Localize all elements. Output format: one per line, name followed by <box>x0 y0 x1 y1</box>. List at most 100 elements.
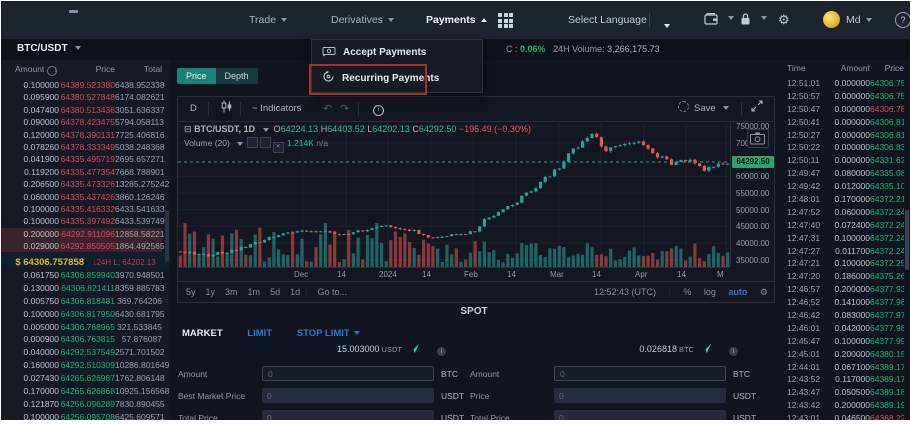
tab-depth[interactable]: Depth <box>215 68 258 84</box>
range-3m[interactable]: 3m <box>225 287 238 297</box>
user-menu[interactable]: Md <box>846 1 872 39</box>
clock[interactable]: 12:52:43 (UTC) <box>593 287 656 297</box>
orderbook-ask-row[interactable]: 0.095900 64380.527848 6174.082621 <box>23 92 165 103</box>
scrollbar-thumb[interactable] <box>165 210 169 262</box>
log-scale-button[interactable]: log <box>703 287 716 297</box>
scrollbar-thumb[interactable] <box>905 210 909 270</box>
tab-market[interactable]: MARKET <box>182 328 223 339</box>
chart-symbol[interactable]: BTC/USDT, 1D <box>194 124 256 134</box>
range-1d[interactable]: 1d <box>290 287 301 297</box>
pair-selector[interactable]: BTC/USDT <box>17 43 82 54</box>
chevron-down-icon <box>281 18 288 23</box>
close-icon[interactable]: ✕ <box>272 142 284 153</box>
orderbook-ask-row[interactable]: 0.078260 64378.333349 5038.248368 <box>23 141 165 152</box>
orderbook-ask-row[interactable]: 0.041900 64335.495719 2695.657271 <box>23 154 165 165</box>
menu-item-recurring-payments[interactable]: Recurring Payments <box>312 66 482 92</box>
range-5y[interactable]: 5y <box>186 287 196 297</box>
range-5d[interactable]: 5d <box>270 287 281 297</box>
apps-grid-icon[interactable] <box>498 13 514 28</box>
redo-icon[interactable]: ↷ <box>340 103 350 115</box>
last-price-bar[interactable]: $ 64306.757858 ↓24H L: 64202.13 <box>1 253 170 269</box>
orderbook-bid-row[interactable]: 0.121870 64256.096289 7830.890455 <box>23 398 165 409</box>
select-language[interactable]: Select Language <box>568 14 647 26</box>
chevron-down-icon[interactable] <box>237 141 244 146</box>
range-1y[interactable]: 1y <box>205 287 216 297</box>
orderbook-ask-row[interactable]: 0.206500 64335.473326 13285.275242 <box>23 179 170 190</box>
x-axis-tick: Dec <box>294 270 309 279</box>
orderbook-ask-row[interactable]: 0.100000 64335.416332 6433.541633 <box>23 203 165 214</box>
indicators-button[interactable]: ~ Indicators <box>252 103 302 114</box>
orderbook-ask-row[interactable]: 0.119200 64335.477354 7668.788901 <box>24 166 165 177</box>
camera-icon[interactable] <box>747 129 769 148</box>
field-input[interactable] <box>262 388 434 403</box>
wallet-icon[interactable] <box>704 12 735 31</box>
field-input[interactable] <box>554 410 726 420</box>
orderbook-ask-row[interactable]: 0.200000 64292.911096 12858.582219 <box>1 227 169 241</box>
info-icon[interactable]: i <box>47 66 58 76</box>
field-input[interactable] <box>262 410 434 420</box>
candle-style-icon[interactable] <box>220 97 233 121</box>
orderbook-ask-row[interactable]: 0.090000 64378.423475 5794.058113 <box>23 117 165 128</box>
orderbook-bid-row[interactable]: 0.170000 64265.626868 10925.156568 <box>23 386 170 397</box>
price-axis[interactable]: 75000.0070000.0060000.0055000.0050000.00… <box>730 121 775 267</box>
orderbook-bid-row[interactable]: 0.160000 64292.510309 10286.801649 <box>23 360 170 371</box>
orderbook-ask-row[interactable]: 0.047400 64380.513436 3051.636337 <box>23 104 165 115</box>
nav-payments[interactable]: Payments <box>426 1 487 39</box>
save-button[interactable]: Save <box>678 97 730 121</box>
orderbook-bid-row[interactable]: 0.000900 64306.763815 57.876087 <box>23 334 162 345</box>
range-1m[interactable]: 1m <box>247 287 261 297</box>
orderbook-bid-row[interactable]: 0.100000 64306.817950 6430.681795 <box>23 308 165 319</box>
lock-icon[interactable] <box>739 12 768 31</box>
orderbook-bid-row[interactable]: 0.100000 64256.095708 6425.609571 <box>23 411 165 420</box>
info-icon[interactable]: i <box>729 347 738 356</box>
orderbook-ask-row[interactable]: 0.029000 64292.850505 1864.492565 <box>1 240 165 253</box>
orderbook-bid-row[interactable]: 0.040000 64292.537549 2571.701502 <box>23 347 165 358</box>
nav-derivatives[interactable]: Derivatives <box>331 1 394 39</box>
field-label: Amount <box>470 368 500 379</box>
x-axis-tick: 14 <box>507 270 516 279</box>
collapse-icon[interactable]: ⊟ <box>184 124 192 134</box>
orderbook-bid-row[interactable]: 0.005000 64306.768965 321.533845 <box>23 321 162 332</box>
goto-button[interactable]: Go to... <box>317 287 347 297</box>
tab-stop-limit[interactable]: STOP LIMIT <box>297 328 360 339</box>
field-input[interactable] <box>554 366 726 381</box>
gear-icon[interactable]: ⚙ <box>778 12 790 27</box>
info-icon[interactable]: i <box>437 347 446 356</box>
orderbook-bid-row[interactable]: 0.130000 64306.821411 8359.885783 <box>23 282 165 293</box>
candlestick-chart[interactable] <box>178 121 730 267</box>
help-icon[interactable]: ? <box>895 12 910 28</box>
pointer-icon[interactable] <box>409 343 420 354</box>
orderbook-bid-row[interactable]: 0.027430 64265.626987 1762.806148 <box>23 373 165 384</box>
field-input[interactable] <box>262 366 434 381</box>
orderbook-ask-row[interactable]: 0.100000 64335.397492 6433.539749 <box>23 216 165 227</box>
tab-price[interactable]: Price <box>177 68 216 84</box>
chart-body[interactable]: ⊟ BTC/USDT, 1D O64224.13 H64403.52 L6420… <box>178 121 774 267</box>
interval-button[interactable]: D <box>190 103 197 114</box>
auto-scale-button[interactable]: auto <box>728 287 748 297</box>
percent-scale-button[interactable]: % <box>683 287 692 297</box>
orderbook-ask-row[interactable]: 0.100000 64389.523380 6438.952338 <box>23 80 165 90</box>
ohlc-legend: ⊟ BTC/USDT, 1D O64224.13 H64403.52 L6420… <box>184 124 531 134</box>
orderbook-bid-row[interactable]: 0.005750 64306.818481 369.764206 <box>23 295 162 306</box>
eye-icon[interactable] <box>246 137 258 148</box>
fullscreen-icon[interactable] <box>751 98 763 122</box>
tab-limit[interactable]: LIMIT <box>247 328 273 339</box>
axis-settings-gear-icon[interactable]: ⚙ <box>759 287 768 297</box>
orderbook-ask-row[interactable]: 0.060000 64335.437426 3860.126246 <box>23 191 165 202</box>
time-axis[interactable]: Dec 14 2024 14 Feb 14 Mar 14 Apr 14 M <box>178 267 730 282</box>
language-chevron[interactable] <box>659 17 670 35</box>
avatar[interactable] <box>823 11 840 28</box>
settings-icon[interactable] <box>259 137 271 148</box>
undo-icon[interactable]: ↶ <box>323 103 333 115</box>
orderbook-bid-row[interactable]: 0.061750 64306.859940 3970.948501 <box>23 270 165 280</box>
chart-bottom-bar: 5y 1y 3m 1m 5d 1d | Go to... 12:52:43 (UTC) | %… <box>178 281 774 303</box>
chevron-down-icon[interactable] <box>262 127 269 132</box>
chart-info-icon[interactable]: i <box>370 97 384 121</box>
field-input[interactable] <box>554 388 726 403</box>
pointer-icon[interactable] <box>701 343 712 354</box>
nav-trade[interactable]: Trade <box>249 1 288 39</box>
orderbook-ask-row[interactable]: 0.120000 64378.390131 7725.406816 <box>23 129 165 140</box>
menu-item-accept-payments[interactable]: Accept Payments <box>312 40 482 66</box>
